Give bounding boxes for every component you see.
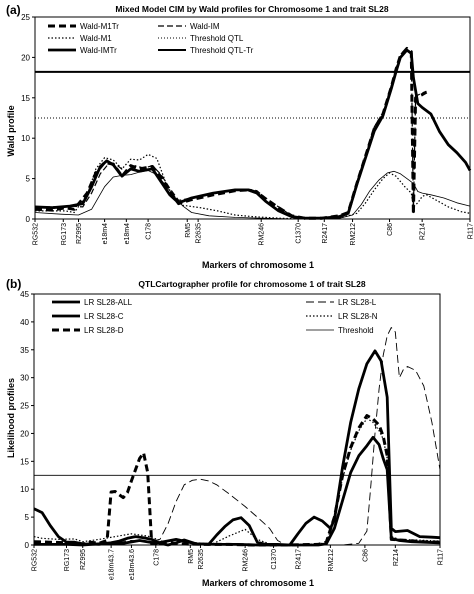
x-marker-label: C1370 bbox=[271, 549, 278, 570]
legend-label: Wald-M1 bbox=[80, 34, 112, 43]
legend-label: Threshold QTL bbox=[190, 34, 244, 43]
y-tick-label: 15 bbox=[20, 457, 29, 466]
x-marker-label: RZ995 bbox=[80, 549, 87, 570]
x-marker-label: RM5 bbox=[185, 223, 192, 238]
x-marker-label: R117 bbox=[468, 223, 474, 239]
x-marker-label: e18m4 bbox=[124, 223, 131, 245]
legend-label: LR SL28-ALL bbox=[84, 298, 133, 307]
x-marker-label: RM246 bbox=[259, 223, 266, 246]
panel-a-axes: 0 5 10 15 20 25 RG532 RG173 RZ995 e18m4 e18m4 C178 R… bbox=[21, 13, 474, 246]
x-marker-label: RM212 bbox=[328, 549, 335, 572]
legend-label: LR SL28-L bbox=[338, 298, 377, 307]
x-marker-label: RM246 bbox=[243, 549, 250, 572]
panel-a-wald-chart: (a) Mixed Model CIM by Wald profiles for… bbox=[6, 3, 474, 270]
y-tick-label: 15 bbox=[21, 94, 30, 103]
y-tick-label: 30 bbox=[20, 374, 29, 383]
series-line bbox=[34, 170, 471, 220]
legend-label: Threshold QTL-Tr bbox=[190, 46, 254, 55]
x-marker-label: C178 bbox=[153, 549, 160, 566]
panel-b-qtl-chart: (b) QTLCartographer profile for chromoso… bbox=[6, 277, 445, 588]
y-tick-label: 40 bbox=[20, 318, 29, 327]
panel-b-xlabel: Markers of chromosome 1 bbox=[202, 578, 314, 588]
legend-label: Wald-M1Tr bbox=[80, 22, 119, 31]
x-marker-label: RG532 bbox=[33, 223, 40, 245]
x-marker-label: RZ14 bbox=[393, 549, 400, 566]
series-line bbox=[33, 417, 441, 545]
legend-label: Wald-IMTr bbox=[80, 46, 117, 55]
x-marker-label: RG532 bbox=[32, 549, 39, 571]
series-line bbox=[34, 48, 472, 220]
y-tick-label: 25 bbox=[20, 402, 29, 411]
x-marker-label: C86 bbox=[387, 223, 394, 236]
legend-label: LR SL28-D bbox=[84, 326, 124, 335]
series-line bbox=[35, 153, 471, 220]
panel-b-series bbox=[33, 327, 441, 547]
y-tick-label: 5 bbox=[26, 175, 31, 184]
x-marker-label: R2635 bbox=[198, 549, 205, 570]
x-marker-label: C1370 bbox=[296, 223, 303, 244]
x-marker-label: C86 bbox=[362, 549, 369, 562]
x-marker-label: R2417 bbox=[322, 223, 329, 244]
x-marker-label: e18m4 bbox=[102, 223, 109, 245]
x-marker-label: R117 bbox=[438, 549, 445, 565]
y-tick-label: 35 bbox=[20, 346, 29, 355]
x-marker-label: RZ995 bbox=[76, 223, 83, 244]
x-marker-label: R2635 bbox=[196, 223, 203, 244]
panel-a-ylabel: Wald profile bbox=[6, 105, 16, 156]
legend-label: Threshold bbox=[338, 326, 374, 335]
x-marker-label: RG173 bbox=[61, 223, 68, 245]
legend-label: LR SL28-C bbox=[84, 312, 124, 321]
y-tick-label: 10 bbox=[20, 485, 29, 494]
x-marker-label: RM212 bbox=[350, 223, 357, 246]
x-marker-label: C178 bbox=[146, 223, 153, 240]
x-marker-label: e18m43.7 bbox=[109, 549, 116, 580]
y-tick-label: 20 bbox=[20, 429, 29, 438]
legend-label: LR SL28-N bbox=[338, 312, 378, 321]
legend-label: Wald-IM bbox=[190, 22, 220, 31]
panel-a-series bbox=[34, 47, 472, 220]
panel-b-title: QTLCartographer profile for chromosome 1… bbox=[138, 279, 365, 289]
x-marker-label: RM5 bbox=[188, 549, 195, 564]
series-line bbox=[34, 47, 428, 220]
series-line bbox=[34, 435, 441, 547]
x-marker-label: R2417 bbox=[295, 549, 302, 570]
x-marker-label: RG173 bbox=[64, 549, 71, 571]
panel-a-xlabel: Markers of chromosome 1 bbox=[202, 260, 314, 270]
series-line bbox=[33, 414, 441, 547]
y-tick-label: 20 bbox=[21, 53, 30, 62]
x-marker-label: e18m43.6 bbox=[129, 549, 136, 580]
y-tick-label: 25 bbox=[21, 13, 30, 22]
series-line bbox=[34, 327, 441, 546]
panel-b-ylabel: Likelihood profiles bbox=[6, 378, 16, 458]
y-tick-label: 10 bbox=[21, 134, 30, 143]
panel-b-label: (b) bbox=[6, 277, 21, 291]
panel-b-legend: LR SL28-ALL LR SL28-C LR SL28-D LR SL28-L LR… bbox=[52, 298, 378, 335]
y-tick-label: 0 bbox=[25, 541, 30, 550]
x-marker-label: RZ14 bbox=[420, 223, 427, 240]
panel-a-title: Mixed Model CIM by Wald profiles for Chr… bbox=[115, 4, 388, 14]
panel-a-legend: Wald-M1Tr Wald-M1 Wald-IMTr Wald-IM Threshol… bbox=[48, 22, 254, 55]
y-tick-label: 45 bbox=[20, 290, 29, 299]
y-tick-label: 5 bbox=[25, 513, 30, 522]
panel-a-label: (a) bbox=[6, 3, 21, 17]
y-tick-label: 0 bbox=[26, 215, 31, 224]
